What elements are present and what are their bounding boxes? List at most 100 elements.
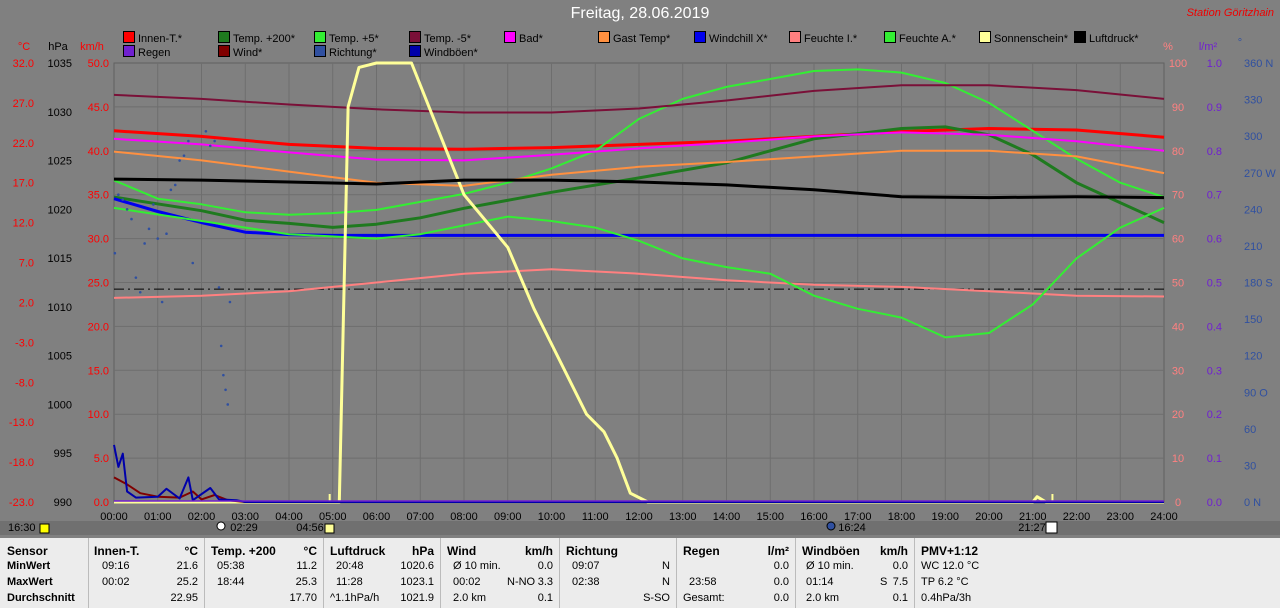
legend-label: Wind*: [233, 47, 263, 59]
richtung-point: [125, 208, 129, 211]
tick-celsius: -23.0: [9, 497, 34, 509]
legend-label: Innen-T.*: [138, 33, 183, 45]
legend-label: Windchill X*: [709, 33, 768, 45]
pmv-pressure-trend: 0.4hPa/3h: [921, 592, 972, 604]
richtung-point: [152, 203, 155, 206]
sensor-header: Sensor: [7, 544, 48, 558]
wind-unit: km/h: [524, 544, 553, 558]
wind-avg-label: Ø 10 min.: [453, 560, 501, 572]
tick-lm2: 0.9: [1207, 102, 1222, 114]
legend-swatch: [218, 31, 230, 43]
tick-kmh: 40.0: [88, 146, 109, 158]
boeen-avg-label: Ø 10 min.: [806, 560, 854, 572]
richtung-point: [173, 183, 177, 187]
col-boeen: Windböen km/h Ø 10 min. 01:14 2.0 km S 0…: [796, 538, 915, 608]
legend-item: Gast Temp*: [598, 31, 670, 45]
richtung-point: [160, 300, 164, 304]
tick-time: 11:00: [582, 511, 609, 523]
legend-item: Windchill X*: [694, 31, 768, 45]
tick-hpa: 1005: [48, 351, 72, 363]
regen-min-value: 0.0: [773, 560, 789, 572]
tick-lm2: 0.8: [1207, 146, 1222, 158]
series-feuchte-a: [113, 206, 1165, 339]
tick-percent: 90: [1172, 102, 1184, 114]
legend-label: Feuchte I.*: [804, 33, 858, 45]
innen-header: Innen-T.: [94, 544, 140, 558]
regen-total-label: Gesamt:: [683, 592, 725, 604]
tick-time: 23:00: [1106, 511, 1134, 523]
legend-item: Wind*: [218, 45, 262, 59]
richtung-min-time: 09:07: [572, 560, 600, 572]
legend-label: Bad*: [519, 33, 543, 45]
tick-deg: 120: [1244, 351, 1262, 363]
axis-unit-percent: %: [1163, 41, 1173, 53]
richtung-point: [226, 403, 230, 406]
legend-label: Temp. +200*: [233, 33, 296, 45]
tick-time: 01:00: [144, 511, 172, 523]
pmv-windchill: WC 12.0 °C: [921, 560, 980, 572]
richtung-point: [228, 300, 232, 304]
tick-kmh: 5.0: [94, 453, 109, 465]
tick-time: 09:00: [494, 511, 522, 523]
tick-time: 15:00: [756, 511, 784, 523]
boeen-max-value: 7.5: [892, 576, 908, 588]
legend-item: Windböen*: [409, 45, 478, 59]
tick-kmh: 50.0: [88, 58, 109, 70]
temp-max-value: 25.3: [295, 576, 317, 588]
tick-lm2: 1.0: [1207, 58, 1222, 70]
tick-celsius: 12.0: [13, 218, 34, 230]
marker-sunset: 21:27: [1018, 522, 1046, 534]
tick-lm2: 0.7: [1207, 190, 1222, 202]
tick-percent: 100: [1169, 58, 1187, 70]
legend-item: Feuchte I.*: [789, 31, 857, 45]
boeen-avg-value: 0.0: [892, 560, 908, 572]
tick-lm2: 0.2: [1207, 409, 1222, 421]
legend-item: Feuchte A.*: [884, 31, 956, 45]
druck-min-time: 20:48: [336, 560, 364, 572]
sunset-icon: [1045, 521, 1058, 534]
tick-time: 06:00: [363, 511, 391, 523]
moonrise-icon: [826, 521, 836, 531]
tick-hpa: 1010: [48, 302, 72, 314]
col-pmv: PMV+1:12 WC 12.0 °C TP 6.2 °C 0.4hPa/3h: [915, 538, 1279, 608]
tick-kmh: 45.0: [88, 102, 109, 114]
marker-moonset: 02:29: [230, 522, 258, 534]
tick-time: 17:00: [844, 511, 872, 523]
tick-hpa: 1020: [48, 204, 72, 216]
tick-lm2: 0.4: [1207, 321, 1222, 333]
station-name: Station Göritzhain: [1186, 7, 1274, 19]
richtung-point: [130, 217, 133, 221]
legend-item: Temp. -5*: [409, 31, 471, 45]
tick-lm2: 0.3: [1207, 365, 1222, 377]
legend-item: Bad*: [504, 31, 543, 45]
row-label-avg: Durchschnitt: [7, 592, 75, 604]
innen-unit: °C: [184, 544, 198, 558]
wind-max-time: 00:02: [453, 576, 481, 588]
tick-celsius: -18.0: [9, 457, 34, 469]
axis-unit-lm2: l/m²: [1199, 41, 1218, 53]
tick-celsius: -13.0: [9, 417, 34, 429]
druck-header: Luftdruck: [330, 544, 386, 558]
legend-item: Sonnenschein*: [979, 31, 1068, 45]
tick-deg: 240: [1244, 204, 1262, 216]
legend-swatch: [409, 45, 421, 57]
tick-celsius: 22.0: [13, 138, 34, 150]
regen-max-value: 0.0: [773, 576, 789, 588]
tick-kmh: 10.0: [88, 409, 109, 421]
tick-celsius: 17.0: [13, 178, 34, 190]
legend-swatch: [123, 45, 135, 57]
innen-max-value: 25.2: [176, 576, 198, 588]
col-richtung: Richtung 09:07 02:38 N N S-SO: [560, 538, 677, 608]
moon-icon: [216, 521, 226, 531]
wind-max-dir: N-NO: [507, 576, 536, 588]
richtung-point: [165, 232, 168, 236]
legend-swatch: [218, 45, 230, 57]
series-temp-5: [113, 68, 1165, 216]
tick-deg: 90 O: [1244, 387, 1268, 399]
boeen-header: Windböen: [802, 544, 860, 558]
boeen-dist-value: 0.1: [892, 592, 908, 604]
boeen-max-dir: S: [880, 576, 888, 588]
tick-celsius: -3.0: [15, 337, 34, 349]
druck-max-value: 1023.1: [400, 576, 434, 588]
richtung-point: [224, 388, 227, 392]
